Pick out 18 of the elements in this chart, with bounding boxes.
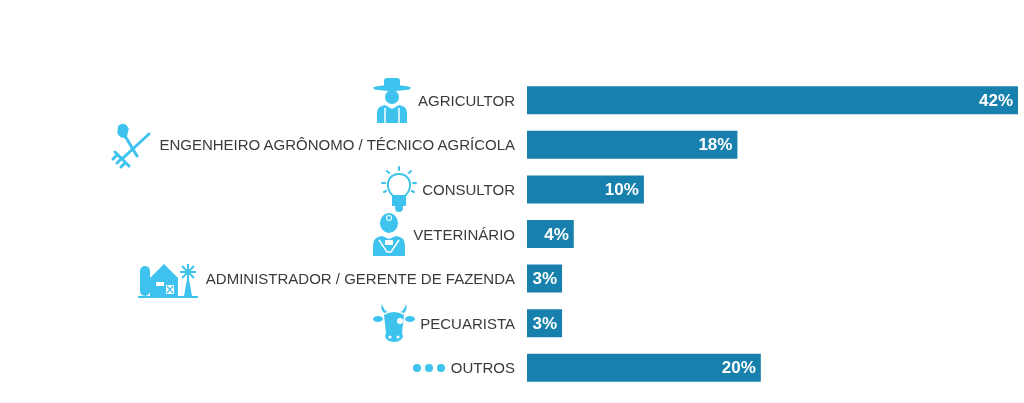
y-tick-label: PECUARISTA: [420, 314, 515, 332]
data-label: 42%: [978, 90, 1013, 110]
y-tick-label: CONSULTOR: [422, 180, 516, 198]
data-label: 4%: [544, 224, 569, 244]
bar: [527, 175, 644, 204]
data-label: 3%: [532, 313, 558, 333]
data-label: 3%: [532, 269, 558, 289]
data-label: 10%: [604, 179, 639, 199]
y-tick-label: ENGENHEIRO AGRÔNOMO / TÉCNICO AGRÍCOLA: [159, 136, 515, 154]
bar: [527, 353, 761, 382]
data-label: 18%: [698, 135, 733, 155]
bar: [527, 86, 1018, 115]
data-label: 20%: [721, 358, 756, 378]
y-tick-label: AGRICULTOR: [418, 91, 516, 109]
y-tick-label: ADMINISTRADOR / GERENTE DE FAZENDA: [205, 270, 515, 288]
bar: [527, 130, 738, 159]
y-tick-label: OUTROS: [450, 359, 515, 377]
y-tick-label: VETERINÁRIO: [413, 225, 515, 243]
